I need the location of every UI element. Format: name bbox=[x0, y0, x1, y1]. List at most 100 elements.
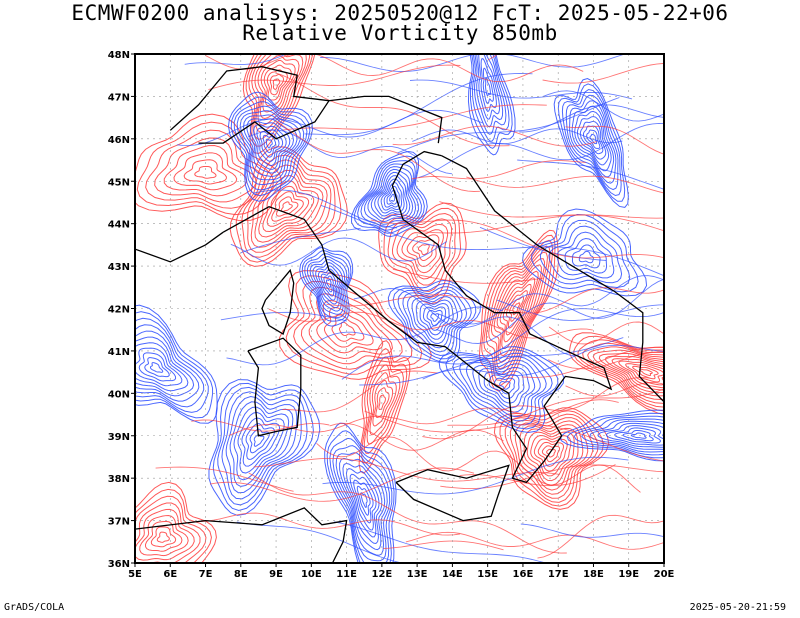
corsica-coastline bbox=[261, 268, 295, 335]
contour-line bbox=[326, 294, 477, 307]
contour-negative-11 bbox=[299, 247, 354, 327]
lat-tick-label: 43N bbox=[108, 262, 130, 273]
timestamp-label: 2025-05-20-21:59 bbox=[689, 602, 786, 613]
contour-negative-10 bbox=[227, 91, 314, 202]
contour-line bbox=[466, 175, 664, 194]
contour-line bbox=[496, 299, 664, 321]
contour-line bbox=[364, 410, 664, 462]
contour-line bbox=[565, 125, 664, 155]
lon-tick-label: 12E bbox=[371, 569, 392, 580]
credit-label: GrADS/COLA bbox=[4, 602, 65, 613]
contour-line bbox=[316, 436, 641, 493]
contour-negative-14 bbox=[135, 304, 218, 424]
contour-line bbox=[537, 514, 664, 559]
lon-tick-label: 19E bbox=[618, 569, 639, 580]
contour-line bbox=[548, 321, 664, 345]
contour-line bbox=[422, 377, 651, 440]
contour-negative-17 bbox=[438, 346, 565, 434]
contour-line bbox=[519, 104, 664, 133]
italy-peninsula-coastline bbox=[222, 150, 613, 484]
contour-positive-0 bbox=[135, 113, 283, 222]
swiss-border bbox=[169, 66, 330, 131]
lat-tick-label: 44N bbox=[108, 220, 130, 231]
contour-line bbox=[282, 370, 439, 413]
contour-line bbox=[418, 122, 664, 179]
balkan-coastline bbox=[441, 155, 664, 403]
contour-line bbox=[517, 159, 664, 190]
lat-tick-label: 38N bbox=[108, 474, 130, 485]
contour-line bbox=[304, 73, 533, 136]
vorticity-contours bbox=[135, 54, 664, 563]
contour-negative-15 bbox=[553, 78, 629, 208]
contour-line bbox=[275, 120, 480, 192]
lat-tick-label: 47N bbox=[108, 92, 130, 103]
lon-tick-label: 5E bbox=[128, 569, 142, 580]
contour-line bbox=[439, 201, 664, 232]
contour-line bbox=[220, 311, 348, 322]
contour-line bbox=[184, 54, 288, 65]
lon-tick-label: 16E bbox=[513, 569, 534, 580]
contour-negative-18 bbox=[208, 379, 321, 516]
lon-tick-label: 18E bbox=[583, 569, 604, 580]
contour-line bbox=[322, 456, 629, 495]
contour-positive-7 bbox=[135, 481, 217, 563]
contour-line bbox=[282, 104, 547, 131]
contour-line bbox=[479, 226, 607, 261]
contour-line bbox=[370, 219, 664, 259]
lat-tick-label: 39N bbox=[108, 432, 130, 443]
contour-line bbox=[236, 521, 405, 563]
contour-line bbox=[548, 351, 664, 370]
contour-positive-9 bbox=[358, 340, 411, 474]
lat-tick-label: 41N bbox=[108, 347, 130, 358]
lon-tick-label: 6E bbox=[163, 569, 177, 580]
contour-line bbox=[520, 523, 664, 538]
contour-line bbox=[435, 278, 664, 344]
contour-line bbox=[447, 388, 664, 426]
contour-line bbox=[565, 382, 664, 397]
contour-line bbox=[459, 464, 616, 487]
lat-tick-label: 40N bbox=[108, 389, 130, 400]
contour-line bbox=[440, 464, 664, 490]
lon-tick-label: 10E bbox=[301, 569, 322, 580]
contour-line bbox=[411, 160, 586, 180]
contour-negative-12 bbox=[387, 279, 481, 363]
contour-line bbox=[208, 64, 461, 91]
africa-coastline bbox=[135, 507, 348, 563]
contour-line bbox=[228, 399, 619, 436]
contour-line bbox=[542, 62, 664, 84]
contour-line bbox=[334, 521, 548, 563]
contour-positive-6 bbox=[569, 332, 664, 416]
contour-line bbox=[422, 344, 664, 380]
lon-tick-label: 14E bbox=[442, 569, 463, 580]
lat-tick-label: 37N bbox=[108, 517, 130, 528]
axis-ticks: 5E 6E 7E 8E 9E 10E 11E 12E 13E 14E 15E 16E 17E 18E 19E… bbox=[108, 50, 675, 580]
alpine-border bbox=[198, 95, 443, 144]
contour-line bbox=[275, 72, 510, 147]
contour-line bbox=[521, 346, 664, 378]
contour-line bbox=[253, 189, 398, 229]
contour-line bbox=[195, 512, 460, 536]
contour-line bbox=[247, 129, 453, 175]
contour-line bbox=[253, 457, 560, 482]
coastlines-and-borders bbox=[135, 66, 664, 563]
contour-positive-5 bbox=[493, 407, 610, 510]
sicily-coastline bbox=[395, 464, 510, 522]
contour-line bbox=[204, 54, 584, 83]
contour-line bbox=[341, 308, 664, 380]
contour-line bbox=[397, 97, 620, 154]
map-subtitle: Relative Vorticity 850mb bbox=[242, 21, 558, 45]
lon-tick-label: 11E bbox=[336, 569, 357, 580]
lon-tick-label: 13E bbox=[407, 569, 428, 580]
lat-tick-label: 48N bbox=[108, 50, 130, 61]
lat-tick-label: 36N bbox=[108, 559, 130, 570]
contour-line bbox=[504, 287, 664, 314]
lon-tick-label: 7E bbox=[199, 569, 213, 580]
contour-line bbox=[437, 275, 664, 325]
lat-tick-label: 46N bbox=[108, 135, 130, 146]
contour-line bbox=[392, 268, 543, 284]
contour-line bbox=[191, 419, 330, 432]
contour-line bbox=[248, 472, 567, 554]
contour-line bbox=[230, 237, 448, 266]
map-title: ECMWF0200 analisys: 20250520@12 FcT: 202… bbox=[71, 1, 729, 25]
